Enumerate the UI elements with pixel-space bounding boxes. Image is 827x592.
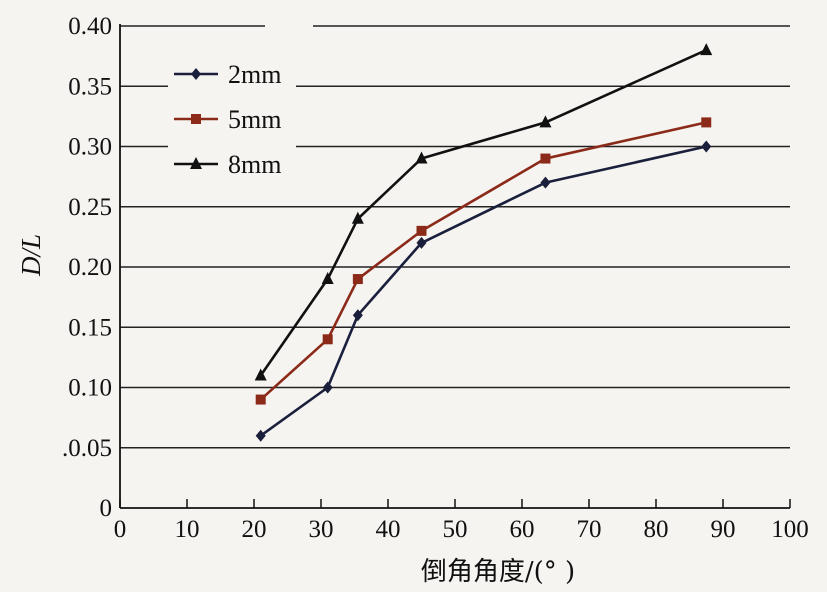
data-point xyxy=(416,225,427,236)
y-tick-label: 0.20 xyxy=(68,254,112,281)
plot-area xyxy=(254,43,713,442)
data-point xyxy=(700,43,713,56)
y-tick-label: 0.40 xyxy=(68,13,112,40)
data-point xyxy=(540,153,551,164)
data-point xyxy=(352,274,363,285)
y-tick-label: 0 xyxy=(100,495,113,522)
x-tick-label: 30 xyxy=(309,516,334,543)
data-point xyxy=(416,236,427,249)
y-tick-label: 0.15 xyxy=(68,314,112,341)
legend-label: 5mm xyxy=(228,105,281,134)
legend-item-8mm: 8mm xyxy=(174,150,281,179)
series-line xyxy=(259,48,707,377)
x-tick-label: 20 xyxy=(242,516,267,543)
series-5mm xyxy=(255,117,712,405)
x-tick-label: 50 xyxy=(443,516,468,543)
axes xyxy=(119,24,791,509)
y-tick-label: 0.10 xyxy=(68,375,112,402)
series-2mm xyxy=(255,140,712,442)
data-point xyxy=(255,394,266,405)
y-tick-label: .0.05 xyxy=(62,435,112,462)
data-point xyxy=(540,176,551,189)
data-point xyxy=(539,115,552,128)
x-tick-label: 0 xyxy=(114,516,127,543)
x-tick-label: 100 xyxy=(771,516,809,543)
series-line xyxy=(259,145,707,437)
y-tick-label: 0.35 xyxy=(68,73,112,100)
data-point xyxy=(352,309,363,322)
legend-item-2mm: 2mm xyxy=(174,60,281,89)
x-tick-label: 80 xyxy=(644,516,669,543)
y-tick-label: 0.25 xyxy=(68,194,112,221)
y-axis-label: D/L xyxy=(16,234,46,277)
legend: 2mm 5mm 8mm xyxy=(168,48,296,186)
x-tick-label: 70 xyxy=(577,516,602,543)
data-point xyxy=(701,117,712,128)
data-point xyxy=(254,368,267,381)
x-tick-label: 60 xyxy=(510,516,535,543)
data-point xyxy=(255,429,266,442)
x-tick-label: 10 xyxy=(175,516,200,543)
legend-label: 8mm xyxy=(228,150,281,179)
data-point xyxy=(701,140,712,153)
data-point xyxy=(321,272,334,285)
x-tick-label: 40 xyxy=(376,516,401,543)
x-tick-label: 90 xyxy=(711,516,736,543)
legend-marker xyxy=(191,114,201,124)
data-point xyxy=(351,211,364,224)
legend-label: 2mm xyxy=(228,60,281,89)
y-tick-label: 0.30 xyxy=(68,134,112,161)
series-8mm xyxy=(254,43,713,381)
x-axis-label: 倒角角度/(° ) xyxy=(421,557,575,587)
legend-marker xyxy=(190,157,202,169)
data-point xyxy=(322,381,333,394)
data-point xyxy=(322,334,333,345)
tick-labels: 0 10 20 30 40 50 60 70 80 90 100 0 .0.05 0.10 0.15 0.20… xyxy=(62,13,809,543)
series-line xyxy=(259,121,707,401)
data-point xyxy=(415,151,428,164)
legend-marker xyxy=(191,68,201,80)
legend-item-5mm: 5mm xyxy=(174,105,281,134)
